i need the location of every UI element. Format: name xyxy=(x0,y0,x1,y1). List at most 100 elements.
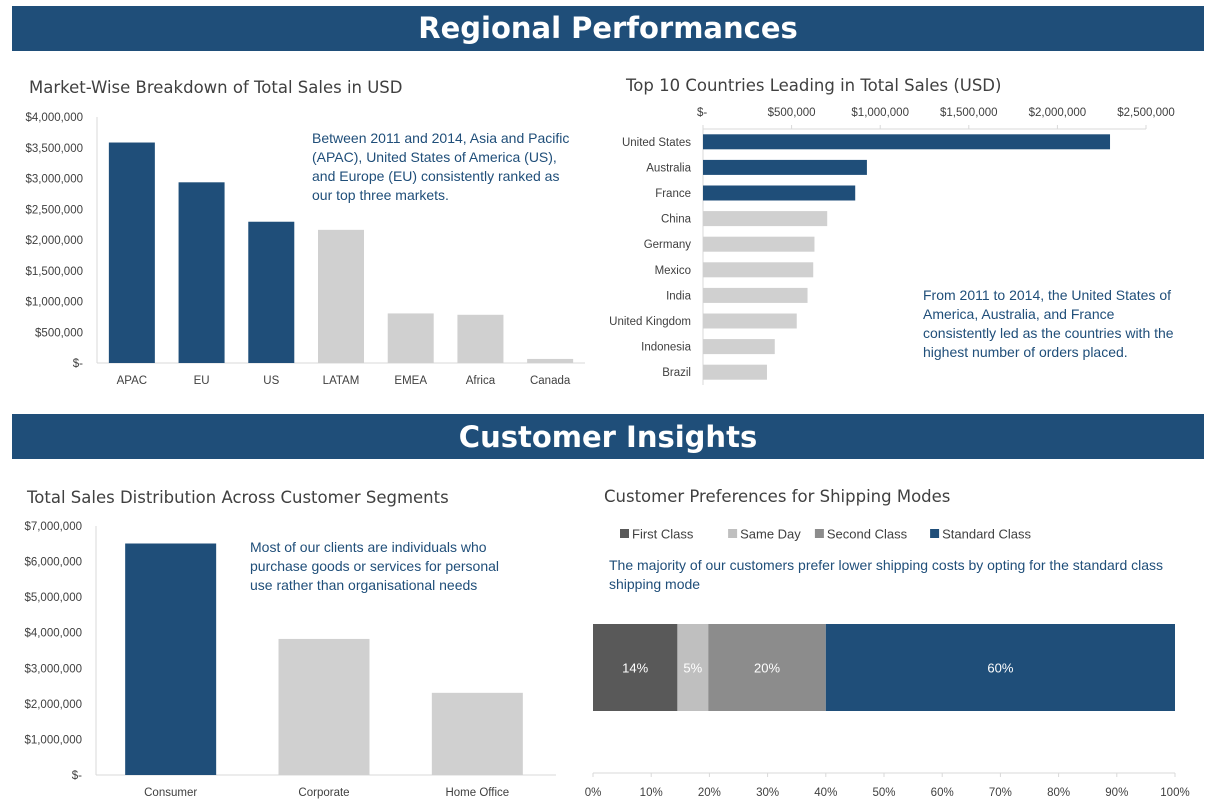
market-bar-emea xyxy=(387,313,434,363)
segments-y-tick: $3,000,000 xyxy=(24,663,82,675)
countries-x-tick: $2,500,000 xyxy=(1117,107,1175,119)
market-y-tick: $3,500,000 xyxy=(25,143,83,155)
segments-x-label: Home Office xyxy=(445,787,509,799)
segments-bar-corporate xyxy=(278,638,370,775)
market-x-label: APAC xyxy=(117,375,147,387)
market-x-label: EU xyxy=(194,375,210,387)
shipping-x-tick: 0% xyxy=(585,787,602,799)
countries-y-label: Mexico xyxy=(655,265,691,277)
shipping-x-tick: 40% xyxy=(814,787,837,799)
legend-label-second-class: Second Class xyxy=(827,527,908,542)
market-y-tick: $4,000,000 xyxy=(25,112,83,124)
shipping-x-tick: 30% xyxy=(756,787,779,799)
countries-bar-australia xyxy=(703,159,867,175)
shipping-x-tick: 90% xyxy=(1105,787,1128,799)
countries-bar-india xyxy=(703,287,808,303)
shipping-x-tick: 70% xyxy=(989,787,1012,799)
shipping-segment-standard-class xyxy=(825,624,1175,711)
countries-y-label: Germany xyxy=(644,239,692,251)
market-chart-title: Market-Wise Breakdown of Total Sales in … xyxy=(29,78,403,97)
segments-bar-home-office xyxy=(431,692,523,775)
countries-y-label: India xyxy=(666,290,692,302)
countries-x-tick: $500,000 xyxy=(768,107,816,119)
countries-chart-title: Top 10 Countries Leading in Total Sales … xyxy=(626,76,1002,95)
countries-y-label: United Kingdom xyxy=(609,316,691,328)
segments-x-label: Corporate xyxy=(298,787,349,799)
market-y-tick: $2,000,000 xyxy=(25,235,83,247)
shipping-x-tick: 10% xyxy=(640,787,663,799)
shipping-x-tick: 100% xyxy=(1160,787,1189,799)
countries-y-label: Australia xyxy=(646,162,691,174)
market-y-tick: $1,500,000 xyxy=(25,266,83,278)
countries-x-tick: $- xyxy=(697,107,707,119)
segments-chart-title: Total Sales Distribution Across Customer… xyxy=(27,488,449,507)
shipping-segment-second-class xyxy=(708,624,826,711)
customer-insights-banner: Customer Insights xyxy=(12,414,1204,459)
legend-label-standard-class: Standard Class xyxy=(942,527,1031,542)
segments-y-tick: $6,000,000 xyxy=(24,557,82,569)
market-y-tick: $- xyxy=(73,358,83,370)
legend-label-first-class: First Class xyxy=(632,527,694,542)
shipping-annotation: The majority of our customers prefer low… xyxy=(609,557,1164,592)
segments-y-tick: $7,000,000 xyxy=(24,521,82,533)
segments-y-tick: $4,000,000 xyxy=(24,628,82,640)
market-y-tick: $2,500,000 xyxy=(25,204,83,216)
countries-bar-indonesia xyxy=(703,339,775,355)
market-x-label: Africa xyxy=(466,375,496,387)
countries-y-label: Indonesia xyxy=(641,342,691,354)
segments-y-tick: $5,000,000 xyxy=(24,592,82,604)
shipping-segment-first-class xyxy=(593,624,678,711)
countries-x-tick: $2,000,000 xyxy=(1029,107,1087,119)
shipping-x-tick: 80% xyxy=(1047,787,1070,799)
market-x-label: EMEA xyxy=(394,375,427,387)
segments-bar-consumer xyxy=(125,543,217,775)
shipping-data-label: 20% xyxy=(754,661,780,676)
legend-swatch-first-class xyxy=(620,529,629,538)
shipping-x-tick: 60% xyxy=(931,787,954,799)
countries-annotation: From 2011 to 2014, the United States of … xyxy=(923,287,1174,360)
market-bar-eu xyxy=(178,182,225,363)
countries-bar-brazil xyxy=(703,364,767,380)
countries-bar-germany xyxy=(703,236,815,252)
shipping-x-tick: 20% xyxy=(698,787,721,799)
segments-annotation: Most of our clients are individuals who … xyxy=(250,539,500,593)
regional-performances-banner: Regional Performances xyxy=(12,6,1204,51)
countries-bar-china xyxy=(703,211,828,227)
market-x-label: Canada xyxy=(530,375,571,387)
countries-bar-united-kingdom xyxy=(703,313,797,329)
countries-bar-united-states xyxy=(703,134,1111,150)
market-bar-us xyxy=(248,221,295,363)
market-bar-africa xyxy=(457,314,504,363)
countries-y-label: United States xyxy=(622,137,691,149)
countries-y-label: France xyxy=(655,188,691,200)
shipping-data-label: 60% xyxy=(987,661,1013,676)
countries-bar-mexico xyxy=(703,262,814,278)
market-y-tick: $1,000,000 xyxy=(25,297,83,309)
market-bar-latam xyxy=(318,229,364,363)
shipping-data-label: 14% xyxy=(622,661,648,676)
segments-x-label: Consumer xyxy=(144,787,197,799)
countries-x-tick: $1,500,000 xyxy=(940,107,998,119)
market-bar-canada xyxy=(527,358,574,363)
shipping-x-tick: 50% xyxy=(872,787,895,799)
countries-bar-france xyxy=(703,185,856,201)
shipping-data-label: 5% xyxy=(683,661,702,676)
market-annotation: Between 2011 and 2014, Asia and Pacific … xyxy=(312,130,570,203)
segments-y-tick: $2,000,000 xyxy=(24,699,82,711)
market-x-label: LATAM xyxy=(323,375,360,387)
legend-swatch-standard-class xyxy=(930,529,940,538)
shipping-chart-title: Customer Preferences for Shipping Modes xyxy=(604,487,951,506)
market-bar-apac xyxy=(108,142,155,363)
segments-y-tick: $1,000,000 xyxy=(24,734,82,746)
legend-swatch-same-day xyxy=(728,529,738,538)
segments-y-tick: $- xyxy=(72,770,82,782)
shipping-segment-same-day xyxy=(677,624,709,711)
countries-x-tick: $1,000,000 xyxy=(851,107,909,119)
market-x-label: US xyxy=(263,375,279,387)
legend-label-same-day: Same Day xyxy=(740,527,801,542)
countries-y-label: Brazil xyxy=(662,367,691,379)
countries-y-label: China xyxy=(661,214,692,226)
market-y-tick: $3,000,000 xyxy=(25,174,83,186)
legend-swatch-second-class xyxy=(814,529,824,538)
